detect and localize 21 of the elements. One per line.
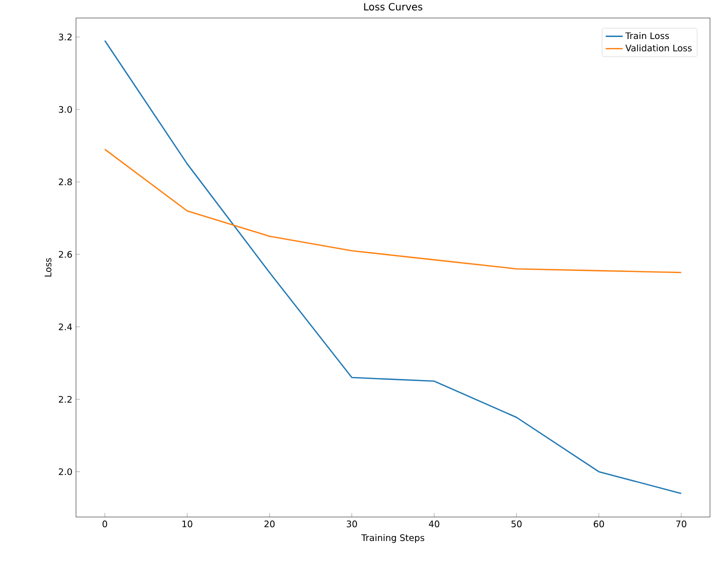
y-tick-label: 2.2 (58, 396, 72, 403)
y-axis-title: Loss (44, 258, 52, 276)
y-tick-label: 3.2 (58, 34, 72, 40)
legend-label: Validation Loss (625, 44, 692, 52)
x-tick-label: 40 (428, 520, 440, 528)
chart-title: Loss Curves (364, 2, 422, 10)
x-tick-label: 30 (346, 520, 357, 528)
x-tick-label: 0 (102, 520, 108, 528)
x-tick-label: 70 (676, 520, 686, 528)
x-tick-label: 50 (511, 520, 522, 528)
x-tick-label: 20 (264, 520, 275, 528)
x-axis-title: Training Steps (361, 534, 424, 543)
y-tick-label: 2.0 (58, 468, 72, 476)
legend-label: Train Loss (625, 32, 669, 40)
y-tick-label: 2.4 (58, 323, 72, 330)
y-tick-label: 3.0 (58, 106, 72, 113)
line-series (104, 148, 682, 274)
y-tick-label: 2.6 (58, 250, 72, 258)
x-tick-label: 10 (182, 520, 192, 528)
x-tick-label: 60 (594, 520, 604, 528)
y-tick-label: 2.8 (58, 178, 72, 186)
